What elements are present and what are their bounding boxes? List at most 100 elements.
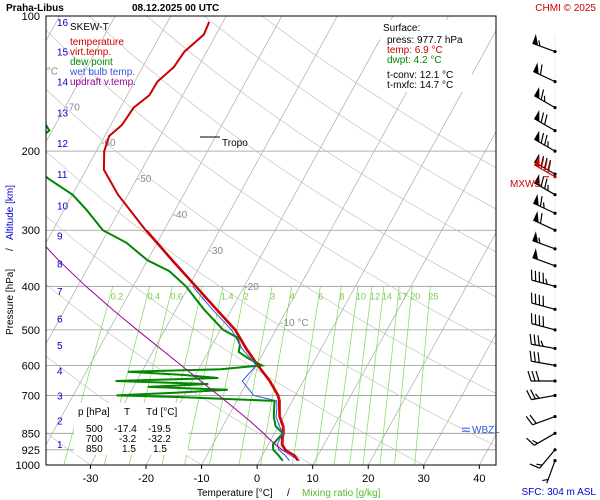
series-dew-point xyxy=(46,123,285,462)
barb-dot xyxy=(553,247,557,251)
dry-adiabat xyxy=(46,432,91,465)
altitude-tick-4: 4 xyxy=(57,367,63,378)
barb-pennant xyxy=(532,33,539,46)
barb-feather xyxy=(535,370,540,382)
dry-adiabat xyxy=(146,16,496,253)
pressure-tick-400: 400 xyxy=(22,281,40,293)
barb-feather xyxy=(529,333,532,345)
diagram-name: SKEW-T xyxy=(70,22,109,33)
barb-feather xyxy=(526,390,532,400)
barb-staff xyxy=(532,415,556,426)
altitude-tick-5: 5 xyxy=(57,341,63,352)
mixing-label: 17 xyxy=(397,291,407,301)
barb-dot xyxy=(553,448,557,452)
mixing-label: 2 xyxy=(244,291,249,301)
isotherm-label: -10 °C xyxy=(280,318,308,329)
pressure-tick-850: 850 xyxy=(22,428,40,440)
isotherm--30 xyxy=(90,16,338,465)
pressure-tick-200: 200 xyxy=(22,146,40,158)
mixing-line-25 xyxy=(414,286,431,465)
barb-dot xyxy=(553,172,557,176)
mixing-line-1.4 xyxy=(184,286,224,465)
isotherm-label: -40 xyxy=(173,210,188,221)
series-layer xyxy=(46,21,300,462)
altitude-tick-2: 2 xyxy=(57,416,63,427)
isotherm-label: -70 xyxy=(65,102,80,113)
y-axis-label: Pressure [hPa] xyxy=(5,269,16,335)
mixing-label: 4 xyxy=(290,291,295,301)
barb-pennant xyxy=(534,174,540,186)
legend-wet-bulb: wet bulb temp. xyxy=(69,67,135,78)
barb-pennant xyxy=(534,109,540,122)
wind-barb-180 xyxy=(533,109,557,133)
altitude-tick-12: 12 xyxy=(57,139,69,150)
altitude-tick-11: 11 xyxy=(57,170,68,181)
mixing-line-17 xyxy=(379,286,400,465)
table-p-500: 500 xyxy=(86,424,103,435)
mixing-line-12 xyxy=(349,286,373,465)
barb-feather xyxy=(526,437,535,446)
axis-layer: 1002003004005006007008509251000161514131… xyxy=(16,11,549,485)
wind-barb-600 xyxy=(529,350,557,367)
isotherm-label: -50 xyxy=(137,174,152,185)
temp-tick--20: -20 xyxy=(138,473,154,485)
barb-staff xyxy=(532,70,556,83)
mixing-label: 6 xyxy=(318,291,323,301)
mixing-label: 14 xyxy=(382,291,392,301)
altitude-tick-3: 3 xyxy=(57,392,63,403)
barb-feather xyxy=(540,112,545,123)
legend-temperature: temperature xyxy=(70,37,124,48)
barb-dot xyxy=(553,431,557,435)
barb-feather xyxy=(547,162,552,173)
series-updraft-v-temp xyxy=(46,245,300,462)
barb-staff xyxy=(532,219,556,231)
barb-feather xyxy=(544,134,548,146)
barb-feather xyxy=(529,463,540,469)
pressure-tick-700: 700 xyxy=(22,390,40,402)
barb-feather xyxy=(527,370,532,382)
barb-feather xyxy=(540,158,545,169)
wind-barb-925 xyxy=(529,448,557,469)
barb-pennant xyxy=(533,62,539,75)
table-header-td: Td [°C] xyxy=(146,407,177,418)
barb-staff xyxy=(531,302,556,310)
surface-temp: temp: 6.9 °C xyxy=(387,45,443,56)
isotherm-20 xyxy=(367,231,496,465)
pressure-tick-925: 925 xyxy=(22,445,40,457)
barb-staff xyxy=(531,323,556,331)
wind-barb-250 xyxy=(533,174,557,197)
surface-dwpt: dwpt: 4.2 °C xyxy=(387,55,442,66)
dry-adiabat xyxy=(88,16,496,298)
mixing-label: 20 xyxy=(410,291,420,301)
barb-dot xyxy=(553,363,557,367)
temp-tick-10: 10 xyxy=(307,473,319,485)
table-p-700: 700 xyxy=(86,434,103,445)
wind-barb-275 xyxy=(532,194,557,215)
barb-feather xyxy=(531,370,536,382)
wind-barb-500 xyxy=(530,313,557,332)
wbzl-label: WBZL xyxy=(472,425,500,436)
wind-barb-550 xyxy=(529,333,557,351)
barb-feather xyxy=(534,393,540,399)
barb-dot xyxy=(553,414,557,419)
wind-barb-300 xyxy=(532,211,557,232)
barb-staff xyxy=(531,279,556,287)
pressure-tick-500: 500 xyxy=(22,325,40,337)
pressure-tick-100: 100 xyxy=(22,11,40,23)
barb-feather xyxy=(538,237,541,244)
barb-dot xyxy=(553,379,557,383)
wind-barb-140 xyxy=(532,62,557,84)
x-axis-sep: / xyxy=(287,488,290,499)
table-t-850: 1.5 xyxy=(122,444,136,455)
isotherm--70 xyxy=(46,16,116,143)
barb-pennant xyxy=(533,194,539,206)
barb-feather xyxy=(536,463,543,466)
barb-feather xyxy=(539,213,543,224)
legend-virt-temp: virt.temp. xyxy=(70,47,111,58)
y-axis-sep: / xyxy=(5,248,16,251)
dry-adiabat xyxy=(46,29,496,345)
barb-feather xyxy=(542,202,545,209)
wind-barb-330 xyxy=(532,231,557,251)
barb-feather xyxy=(532,439,538,444)
mixing-line-20 xyxy=(394,286,413,465)
